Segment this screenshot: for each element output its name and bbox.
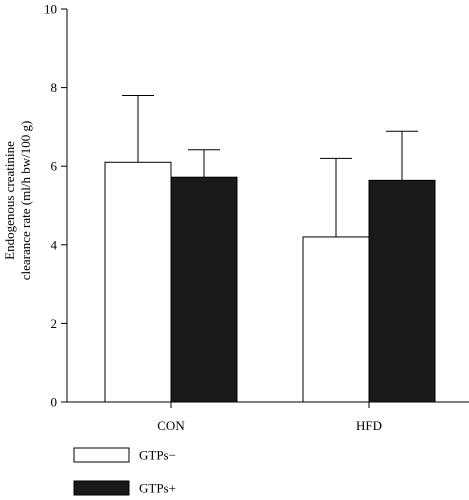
- legend-label-series-2: GTPs+: [139, 481, 176, 496]
- y-axis-label: Endogenous creatinine clearance rate (ml…: [2, 121, 33, 281]
- y-axis-label-line-1: Endogenous creatinine: [2, 141, 17, 260]
- axes-layer: [61, 8, 469, 408]
- bar-con-series-2: [170, 176, 238, 403]
- y-tick-labels: 0 2 4 6 8 10: [44, 2, 58, 410]
- legend-swatch-series-1: [73, 447, 130, 463]
- x-category-label-con: CON: [157, 418, 185, 433]
- y-tick-label-8: 8: [51, 80, 58, 95]
- y-tick-label-4: 4: [51, 237, 58, 252]
- y-tick-label-0: 0: [51, 395, 58, 410]
- legend-label-series-1: GTPs−: [139, 448, 176, 463]
- legend-swatch-series-2: [73, 480, 130, 496]
- bar-hfd-series-2: [368, 179, 436, 403]
- legend: GTPs− GTPs+: [73, 447, 176, 496]
- x-category-label-hfd: HFD: [356, 418, 382, 433]
- y-axis-label-line-2: clearance rate (ml/h bw/100 g): [18, 121, 33, 281]
- x-category-labels: CON HFD: [157, 418, 382, 433]
- y-tick-label-6: 6: [51, 159, 58, 174]
- bars-layer: [104, 161, 436, 403]
- y-tick-label-10: 10: [44, 2, 57, 17]
- bar-hfd-series-1: [302, 236, 370, 403]
- error-bars-layer: [122, 94, 418, 237]
- y-tick-label-2: 2: [51, 316, 58, 331]
- bar-con-series-1: [104, 161, 172, 403]
